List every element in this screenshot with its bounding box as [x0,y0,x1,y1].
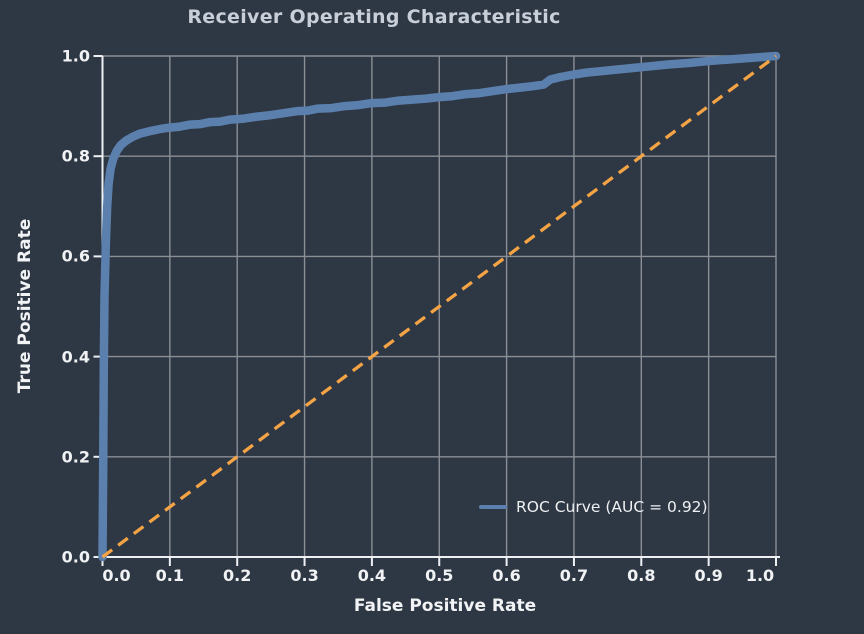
chart-title: Receiver Operating Characteristic [187,6,561,28]
x-axis-label: False Positive Rate [353,596,537,616]
chance-diagonal-line [101,54,777,559]
y-axis-label: True Positive Rate [15,218,35,394]
roc-curve-line [98,51,781,562]
